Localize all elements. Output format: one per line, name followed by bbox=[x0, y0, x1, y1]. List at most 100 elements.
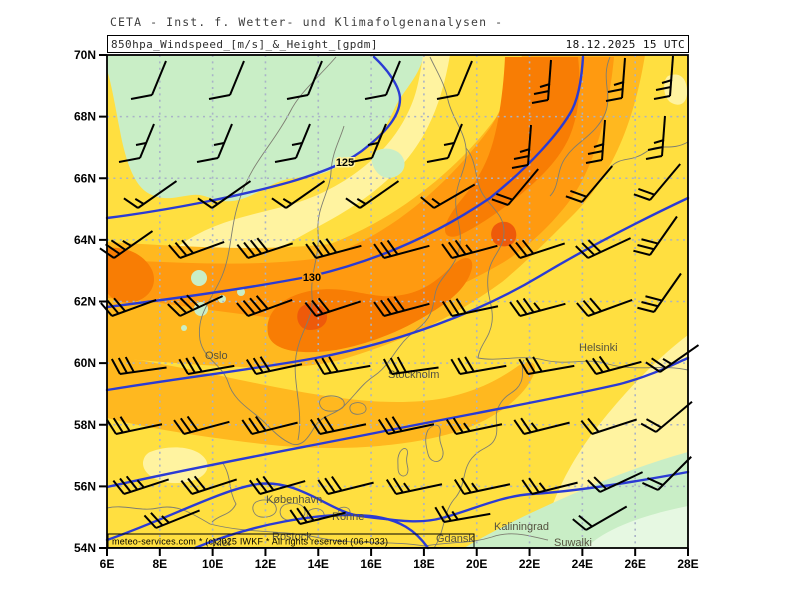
wind-barb bbox=[441, 239, 498, 259]
height-contour bbox=[105, 196, 690, 392]
wind-barb bbox=[118, 123, 155, 163]
lat-label: 64N bbox=[74, 233, 96, 247]
wind-barb bbox=[110, 356, 167, 375]
wind-barb bbox=[286, 60, 323, 100]
windspeed-region-deeporange-west-edge bbox=[107, 247, 154, 303]
wind-barb bbox=[385, 477, 443, 495]
wind-barb bbox=[491, 168, 539, 206]
windspeed-region-deeporange-core-northeast bbox=[444, 57, 580, 237]
wind-barb bbox=[453, 477, 511, 495]
city-label-ronne: Ronne bbox=[332, 511, 364, 523]
wind-barb bbox=[633, 215, 678, 256]
wind-barb bbox=[289, 505, 346, 525]
windspeed-region-pale-northeast-spot bbox=[664, 74, 688, 105]
wind-barb bbox=[271, 180, 326, 209]
wind-barb bbox=[633, 163, 681, 201]
windspeed-green-spot bbox=[191, 270, 207, 286]
city-label-helsinki: Helsinki bbox=[579, 342, 618, 354]
wind-barb bbox=[580, 417, 638, 435]
wind-barb bbox=[587, 471, 644, 493]
wind-barb bbox=[565, 165, 613, 203]
wind-barb bbox=[450, 356, 507, 375]
coastline bbox=[294, 125, 345, 441]
coastline bbox=[211, 461, 237, 523]
lat-label: 58N bbox=[74, 418, 96, 432]
wind-barb bbox=[350, 123, 387, 163]
lat-label: 62N bbox=[74, 295, 96, 309]
wind-barb bbox=[576, 297, 633, 317]
wind-barb bbox=[143, 509, 200, 529]
wind-barb bbox=[572, 505, 628, 531]
wind-barb bbox=[173, 415, 230, 435]
city-label-kaliningrad: Kaliningrad bbox=[494, 521, 549, 533]
wind-barb bbox=[304, 297, 362, 317]
wind-barb bbox=[236, 237, 294, 259]
windspeed-region-green-mid-spot bbox=[371, 148, 405, 178]
wind-barb bbox=[249, 475, 306, 495]
wind-barb bbox=[373, 296, 430, 317]
wind-barb bbox=[364, 60, 401, 100]
city-label-suwalki: Suwalki bbox=[554, 537, 592, 549]
city-label-oslo: Oslo bbox=[205, 350, 228, 362]
coastline-layer bbox=[106, 56, 689, 549]
lon-label: 22E bbox=[519, 557, 540, 571]
coastline bbox=[465, 147, 689, 371]
windspeed-region-pale-west-spot bbox=[142, 447, 208, 484]
coastline bbox=[425, 424, 444, 462]
wind-barb bbox=[317, 475, 374, 495]
wind-barb bbox=[305, 238, 362, 259]
wind-barb bbox=[373, 239, 430, 259]
wind-barb bbox=[518, 356, 575, 375]
windspeed-region-lightgreen-southeast bbox=[586, 506, 688, 548]
lon-label: 14E bbox=[308, 557, 329, 571]
wind-barb bbox=[436, 60, 473, 100]
wind-barb bbox=[420, 183, 476, 209]
lat-label: 54N bbox=[74, 541, 96, 555]
wind-barb bbox=[445, 417, 503, 435]
wind-barb bbox=[637, 272, 682, 313]
lon-label: 20E bbox=[466, 557, 487, 571]
wind-barb bbox=[426, 123, 463, 163]
wind-barb bbox=[241, 415, 298, 435]
wind-barb bbox=[112, 475, 170, 495]
lon-label: 24E bbox=[572, 557, 593, 571]
lat-label: 60N bbox=[74, 356, 96, 370]
wind-barb bbox=[605, 57, 626, 102]
windspeed-green-spot bbox=[237, 288, 245, 296]
lat-label: 56N bbox=[74, 479, 96, 493]
windspeed-green-spot bbox=[181, 325, 187, 331]
wind-barb bbox=[236, 295, 293, 317]
wind-barb bbox=[441, 298, 499, 317]
city-label-gdansk: Gdansk bbox=[436, 533, 474, 545]
provider-header: CETA - Inst. f. Wetter- und Klimafolgena… bbox=[110, 15, 504, 29]
height-contour bbox=[105, 356, 690, 489]
wind-barb bbox=[509, 297, 566, 317]
wind-barb bbox=[382, 356, 439, 375]
wind-barb bbox=[180, 475, 238, 495]
coastline bbox=[106, 506, 211, 525]
lon-label: 28E bbox=[677, 557, 698, 571]
wind-barb bbox=[508, 239, 566, 259]
windspeed-region-green-northwest bbox=[107, 55, 424, 202]
wind-barb bbox=[197, 180, 252, 209]
lon-label: 6E bbox=[100, 557, 115, 571]
wind-barb bbox=[208, 60, 245, 100]
lat-label: 68N bbox=[74, 110, 96, 124]
wind-barb bbox=[531, 59, 552, 104]
height-contour-layer bbox=[105, 55, 690, 550]
wind-barb bbox=[653, 55, 674, 100]
wind-barb bbox=[511, 124, 532, 169]
height-contour bbox=[193, 513, 430, 550]
height-contour bbox=[105, 470, 690, 542]
wind-barb bbox=[345, 180, 400, 209]
lon-label: 18E bbox=[413, 557, 434, 571]
wind-barb bbox=[245, 356, 303, 375]
wind-barb bbox=[377, 416, 435, 435]
wind-barb bbox=[640, 401, 693, 433]
windspeed-region-orange-band bbox=[107, 57, 614, 321]
contour-label-130: 130 bbox=[303, 272, 321, 284]
coastline bbox=[549, 56, 611, 197]
wind-barb bbox=[575, 237, 632, 259]
